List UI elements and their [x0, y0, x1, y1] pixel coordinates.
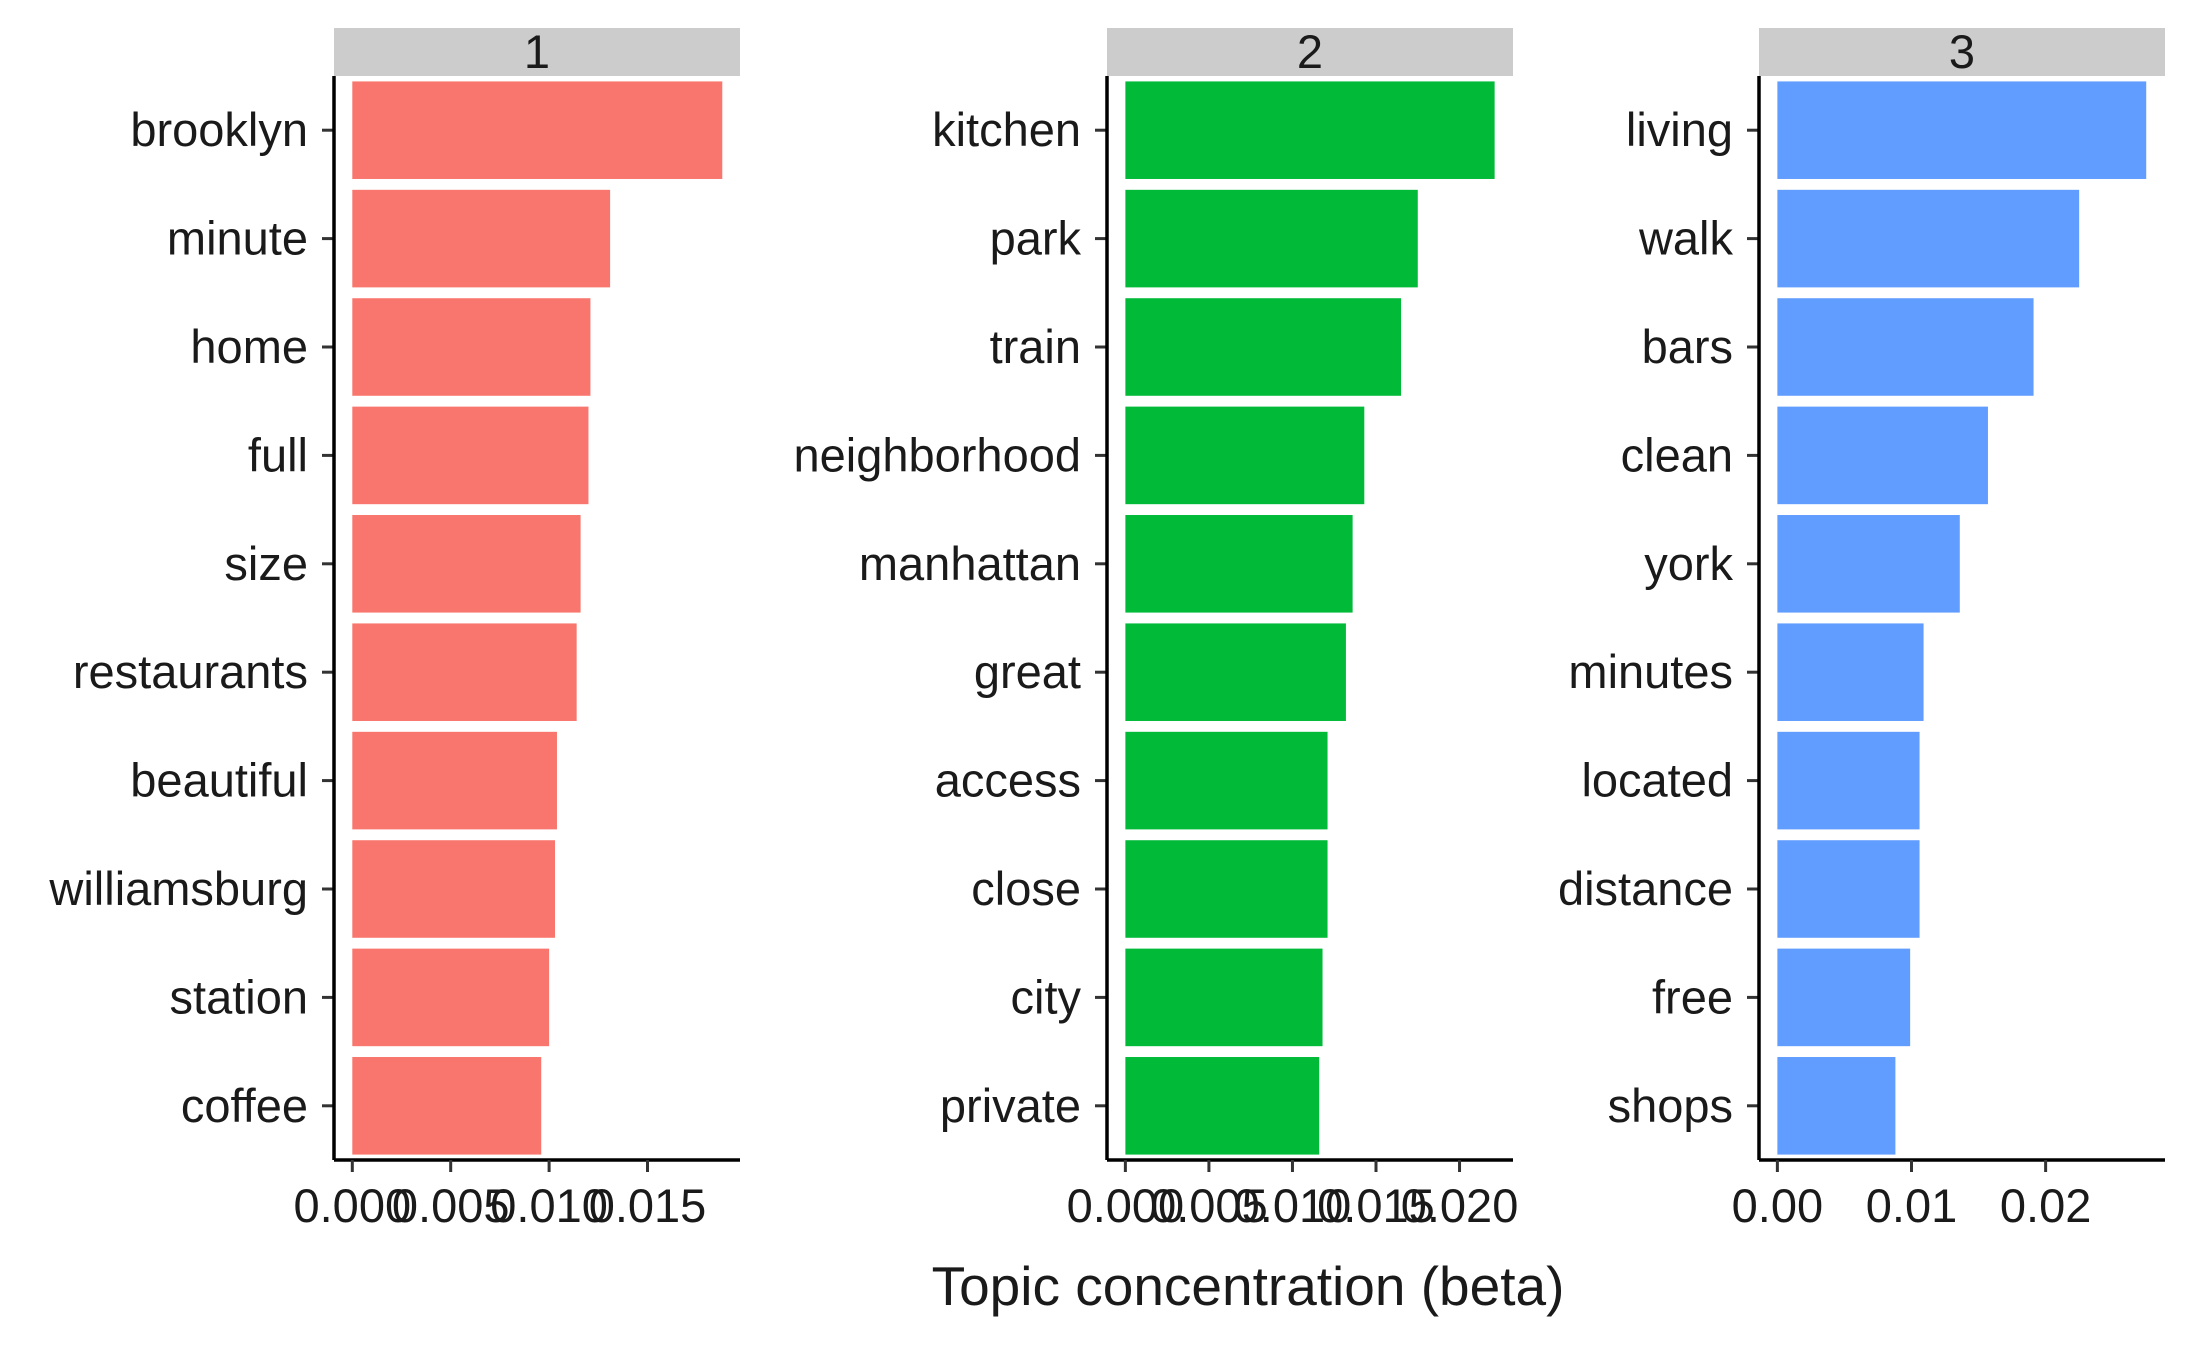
- term-label: great: [974, 645, 1081, 698]
- x-tick-label: 0.02: [2000, 1179, 2091, 1232]
- term-label: manhattan: [859, 537, 1081, 590]
- bar: [1777, 189, 2080, 288]
- bar: [1125, 406, 1365, 505]
- term-label: minutes: [1568, 645, 1733, 698]
- bar: [1125, 840, 1328, 938]
- term-label: clean: [1621, 428, 1733, 481]
- bar: [1777, 298, 2034, 396]
- bar: [1125, 298, 1402, 396]
- bar: [1125, 731, 1328, 830]
- bar: [352, 189, 611, 288]
- bar: [352, 515, 581, 613]
- panel-1: 1 brooklyn minute home full size restaurants be…: [48, 25, 740, 1232]
- x-tick-label: 0.010: [1234, 1179, 1352, 1232]
- panel-strip-label: 3: [1949, 25, 1975, 78]
- x-tick-label: 0.00: [1732, 1179, 1823, 1232]
- bar: [1125, 81, 1495, 179]
- bar: [1125, 623, 1346, 721]
- term-label: train: [990, 320, 1081, 373]
- term-label: close: [971, 862, 1081, 915]
- term-label: size: [224, 537, 308, 590]
- bar: [1777, 623, 1924, 721]
- bar: [352, 948, 550, 1047]
- panel-2: 2 kitchen park train neighborhood manhattan gr…: [794, 25, 1519, 1232]
- x-tick-label: 0.000: [1067, 1179, 1185, 1232]
- x-tick-label: 0.015: [1317, 1179, 1435, 1232]
- panel-strip: [1759, 28, 2165, 76]
- x-tick-label: 0.005: [392, 1179, 510, 1232]
- x-tick-label: 0.015: [589, 1179, 707, 1232]
- term-label: restaurants: [73, 645, 308, 698]
- term-label: kitchen: [932, 103, 1081, 156]
- term-label: home: [190, 320, 308, 373]
- bar: [352, 1057, 542, 1155]
- term-label: living: [1626, 103, 1733, 156]
- term-label: distance: [1558, 862, 1733, 915]
- term-label: brooklyn: [130, 103, 308, 156]
- panel-strip-label: 1: [524, 25, 550, 78]
- bar: [1777, 1057, 1896, 1155]
- panel-strip: [1107, 28, 1513, 76]
- x-tick-label: 0.020: [1401, 1179, 1519, 1232]
- bar: [352, 406, 589, 505]
- bar: [1777, 948, 1911, 1047]
- panel-3: 3 living walk bars clean york minutes located di…: [1558, 25, 2165, 1232]
- term-label: city: [1011, 970, 1082, 1023]
- term-label: williamsburg: [48, 862, 308, 915]
- term-label: neighborhood: [794, 428, 1082, 481]
- bar: [1125, 948, 1323, 1047]
- term-label: full: [248, 428, 308, 481]
- bar: [1125, 515, 1353, 613]
- x-tick-label: 0.005: [1150, 1179, 1268, 1232]
- bar: [352, 731, 557, 830]
- term-label: private: [940, 1079, 1081, 1132]
- bar: [1125, 189, 1418, 288]
- term-label: station: [170, 970, 308, 1023]
- x-tick-label: 0.01: [1866, 1179, 1957, 1232]
- panel-strip-label: 2: [1297, 25, 1323, 78]
- bar: [1777, 515, 1960, 613]
- term-label: free: [1652, 970, 1733, 1023]
- term-label: walk: [1638, 212, 1734, 265]
- x-axis-title: Topic concentration (beta): [932, 1255, 1565, 1317]
- x-tick-label: 0.000: [293, 1179, 411, 1232]
- bar: [352, 298, 591, 396]
- term-label: coffee: [181, 1079, 308, 1132]
- term-label: beautiful: [130, 754, 308, 807]
- x-tick-label: 0.010: [490, 1179, 608, 1232]
- panel-strip: [334, 28, 740, 76]
- bar: [1777, 840, 1920, 938]
- panels-layer: 1 brooklyn minute home full size restaurants be…: [48, 25, 2165, 1232]
- bar: [352, 81, 723, 179]
- bar: [1777, 731, 1920, 830]
- term-label: shops: [1608, 1079, 1733, 1132]
- term-label: park: [990, 212, 1082, 265]
- term-label: bars: [1642, 320, 1733, 373]
- bar: [1777, 406, 1988, 505]
- term-label: access: [935, 754, 1081, 807]
- term-label: york: [1644, 537, 1733, 590]
- bar: [352, 623, 577, 721]
- bar: [352, 840, 556, 938]
- term-label: located: [1581, 754, 1733, 807]
- bar: [1777, 81, 2147, 179]
- bar: [1125, 1057, 1320, 1155]
- term-label: minute: [167, 212, 308, 265]
